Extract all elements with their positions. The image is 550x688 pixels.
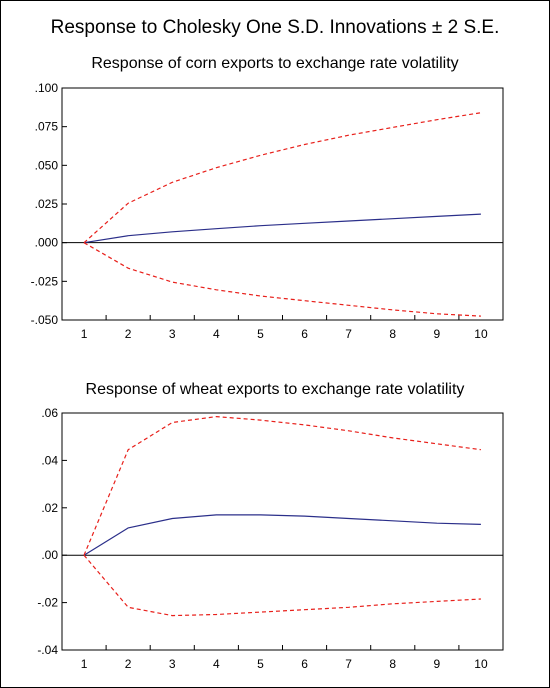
chart-1-y-tick-label: .100 — [35, 81, 59, 95]
chart-1-y-tick-label: -.050 — [31, 313, 59, 327]
chart-2-x-tick-label: 4 — [213, 657, 220, 671]
chart-1-y-tick-label: .025 — [35, 197, 59, 211]
chart-1-x-tick-label: 8 — [389, 327, 396, 341]
chart-2-y-tick-label: -.04 — [37, 643, 58, 657]
chart-1-y-tick-label: .050 — [35, 158, 59, 172]
chart-1-x-tick-label: 1 — [81, 327, 88, 341]
chart-2-x-tick-label: 5 — [257, 657, 264, 671]
chart-1-x-tick-label: 5 — [257, 327, 264, 341]
chart-2-title: Response of wheat exports to exchange ra… — [85, 381, 465, 398]
chart-2-x-tick-label: 10 — [474, 657, 488, 671]
figure-title: Response to Cholesky One S.D. Innovation… — [50, 17, 500, 38]
chart-2-upper-line — [83, 415, 481, 556]
chart-2-x-tick-label: 9 — [434, 657, 441, 671]
chart-1-y-tick-label: .000 — [35, 236, 59, 250]
chart-2-y-tick-label: .02 — [41, 501, 58, 515]
chart-1-title: Response of corn exports to exchange rat… — [91, 55, 459, 72]
chart-2-lower-line — [83, 554, 481, 617]
chart-1-x-tick-label: 4 — [213, 327, 220, 341]
chart-1-x-tick-label: 7 — [345, 327, 352, 341]
chart-2-x-tick-label: 3 — [169, 657, 176, 671]
chart-1-x-tick-label: 6 — [301, 327, 308, 341]
chart-1-response-line — [83, 213, 481, 244]
chart-2-x-tick-label: 8 — [389, 657, 396, 671]
chart-2-y-tick-label: .00 — [41, 548, 58, 562]
chart-2-x-tick-label: 1 — [81, 657, 88, 671]
chart-1-x-tick-label: 2 — [125, 327, 132, 341]
chart-1-x-tick-label: 3 — [169, 327, 176, 341]
chart-1-lower-line — [83, 242, 481, 317]
chart-1-upper-line — [83, 112, 481, 244]
chart-2-y-tick-label: .06 — [41, 406, 58, 420]
chart-1-x-tick-label: 9 — [434, 327, 441, 341]
chart-2-response-line — [83, 514, 481, 556]
chart-1-y-tick-label: .075 — [35, 120, 59, 134]
chart-2-x-tick-label: 6 — [301, 657, 308, 671]
chart-2-plot-frame — [61, 412, 504, 651]
chart-1-y-tick-label: -.025 — [31, 274, 59, 288]
chart-1-x-tick-label: 10 — [474, 327, 488, 341]
chart-2-x-tick-label: 7 — [345, 657, 352, 671]
chart-2-x-tick-label: 2 — [125, 657, 132, 671]
chart-2-y-tick-label: -.02 — [37, 596, 58, 610]
chart-2-y-tick-label: .04 — [41, 453, 58, 467]
